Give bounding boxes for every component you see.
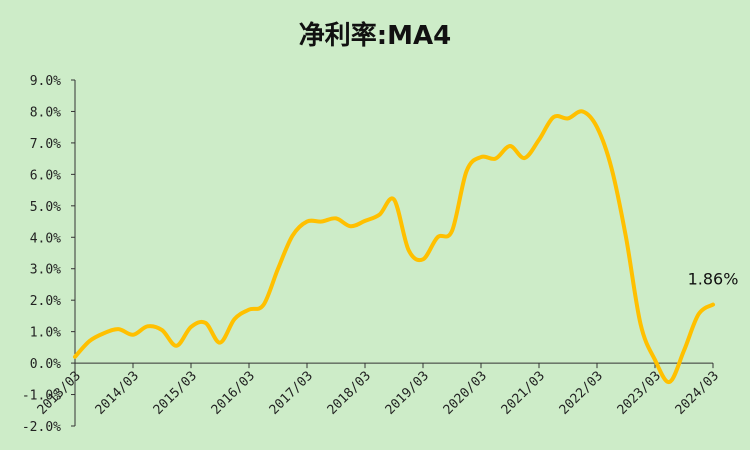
y-tick-label: 3.0% [30,263,61,278]
data-point-2023-09 [682,349,686,353]
data-point-2014-12 [175,344,178,348]
y-tick-label: 8.0% [30,105,61,120]
data-point-2013-06 [88,339,91,343]
data-point-2020-06 [494,157,497,161]
data-point-2013-03 [73,355,77,359]
data-point-2023-03 [653,358,657,362]
data-point-2020-12 [523,156,526,160]
data-point-2015-12 [233,317,236,321]
data-point-2022-09 [624,235,628,239]
data-point-2019-03 [421,257,425,261]
data-point-2014-03 [131,333,135,337]
data-point-2019-12 [465,169,468,173]
data-point-2017-09 [334,216,338,220]
data-point-2019-09 [450,229,454,233]
y-axis: -2.0% -1.0% 0.0% 1.0% 2.0% 3.0% 4.0% 5.0% 6.0% 7.… [22,74,76,435]
y-tick-label: 6.0% [30,168,61,183]
y-tick-label: 7.0% [30,137,61,152]
data-point-2015-06 [204,321,207,325]
data-point-2021-12 [581,109,584,113]
y-tick-label: 1.0% [30,326,61,341]
data-point-2013-12 [117,327,120,331]
data-point-2021-03 [537,138,541,142]
data-point-2022-03 [595,125,599,129]
data-point-2016-03 [247,308,251,312]
data-point-2024-03 [711,303,715,307]
data-point-2021-09 [566,116,570,120]
data-point-2015-09 [218,341,222,345]
data-point-2017-06 [320,220,323,224]
data-point-2017-12 [349,224,352,228]
data-point-2018-09 [392,198,396,202]
data-point-2019-06 [436,235,439,239]
y-tick-label: 0.0% [30,357,61,372]
data-point-2020-03 [479,155,483,159]
data-point-2016-06 [262,303,265,307]
data-point-2023-06 [668,380,671,384]
last-value-label: 1.86% [688,270,739,289]
y-tick-label: 9.0% [30,74,61,89]
data-point-2023-12 [697,312,700,316]
series-group: 1.86% [73,109,739,384]
y-tick-label: -1.0% [22,389,61,404]
data-point-2018-12 [407,248,410,252]
data-point-2022-12 [639,322,642,326]
data-point-2016-09 [276,267,280,271]
data-point-2013-09 [102,331,106,335]
data-point-2018-06 [378,213,381,217]
data-point-2018-03 [363,219,367,223]
data-point-2015-03 [189,325,193,329]
data-point-2022-06 [610,166,613,170]
data-point-2017-03 [305,220,309,224]
y-tick-label: 2.0% [30,294,61,309]
y-tick-label: 4.0% [30,231,61,246]
data-point-2016-12 [291,234,294,238]
chart-title: 净利率:MA4 [299,20,451,51]
data-point-2021-06 [552,115,555,119]
data-point-2020-09 [508,144,512,148]
data-point-2014-09 [160,328,164,332]
y-tick-label: 5.0% [30,200,61,215]
data-point-2014-06 [146,324,149,328]
y-tick-label: -2.0% [22,420,61,435]
